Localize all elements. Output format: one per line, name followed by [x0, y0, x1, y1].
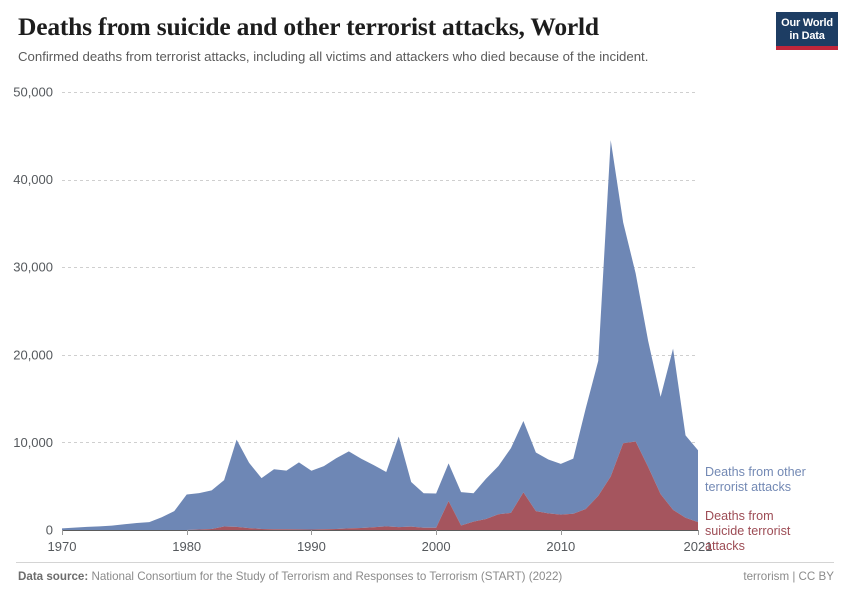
footer-divider — [16, 562, 834, 563]
page-title: Deaths from suicide and other terrorist … — [18, 12, 599, 41]
legend-item-other-terrorist-attacks[interactable]: Deaths from other terrorist attacks — [705, 465, 806, 495]
legend-suicide-line-2: suicide terrorist — [705, 524, 791, 538]
legend-item-suicide-terrorist-attacks[interactable]: Deaths from suicide terrorist attacks — [705, 509, 790, 554]
data-source: Data source: National Consortium for the… — [18, 570, 562, 583]
y-axis-tick-labels: 0 10,000 20,000 30,000 40,000 50,000 — [13, 85, 53, 538]
footer-license: terrorism | CC BY — [743, 570, 834, 583]
chart-subtitle: Confirmed deaths from terrorist attacks,… — [18, 49, 649, 64]
x-axis-tick-label: 1980 — [172, 539, 201, 554]
area-series-group — [62, 140, 698, 530]
legend-other-line-1: Deaths from other — [705, 465, 806, 479]
logo-line-2: in Data — [789, 29, 825, 42]
y-axis-tick-label: 40,000 — [13, 172, 53, 187]
data-source-text: National Consortium for the Study of Ter… — [88, 570, 563, 583]
x-axis-tick-label: 1970 — [48, 539, 77, 554]
x-axis-tick-labels: 1970 1980 1990 2000 2010 2021 — [48, 539, 713, 554]
chart-header: Deaths from suicide and other terrorist … — [18, 12, 758, 66]
area-suicide-terrorist-attacks[interactable] — [62, 441, 698, 530]
x-axis-tick-label: 2010 — [546, 539, 575, 554]
x-axis-tick-label: 2000 — [422, 539, 451, 554]
chart-plot-area[interactable]: 0 10,000 20,000 30,000 40,000 50,000 1970 1980… — [0, 82, 850, 560]
data-source-label: Data source: — [18, 570, 89, 583]
axes-group — [62, 530, 699, 535]
x-axis-tick-label: 1990 — [297, 539, 326, 554]
y-axis-tick-label: 10,000 — [13, 435, 53, 450]
legend-other-line-2: terrorist attacks — [705, 480, 792, 494]
legend-suicide-line-1: Deaths from — [705, 509, 774, 523]
y-axis-tick-label: 0 — [46, 523, 53, 538]
y-axis-tick-label: 20,000 — [13, 347, 53, 362]
stacked-area-chart[interactable]: 0 10,000 20,000 30,000 40,000 50,000 1970 1980… — [0, 82, 850, 560]
y-axis-tick-label: 30,000 — [13, 260, 53, 275]
area-other-terrorist-attacks[interactable] — [62, 140, 698, 530]
y-axis-tick-label: 50,000 — [13, 85, 53, 100]
logo-line-1: Our World — [781, 17, 833, 29]
chart-footer: Data source: National Consortium for the… — [18, 570, 834, 590]
our-world-in-data-logo[interactable]: Our World in Data — [776, 12, 838, 50]
x-axis-tick-label: 2021 — [684, 539, 713, 554]
legend-suicide-line-3: attacks — [705, 539, 745, 553]
